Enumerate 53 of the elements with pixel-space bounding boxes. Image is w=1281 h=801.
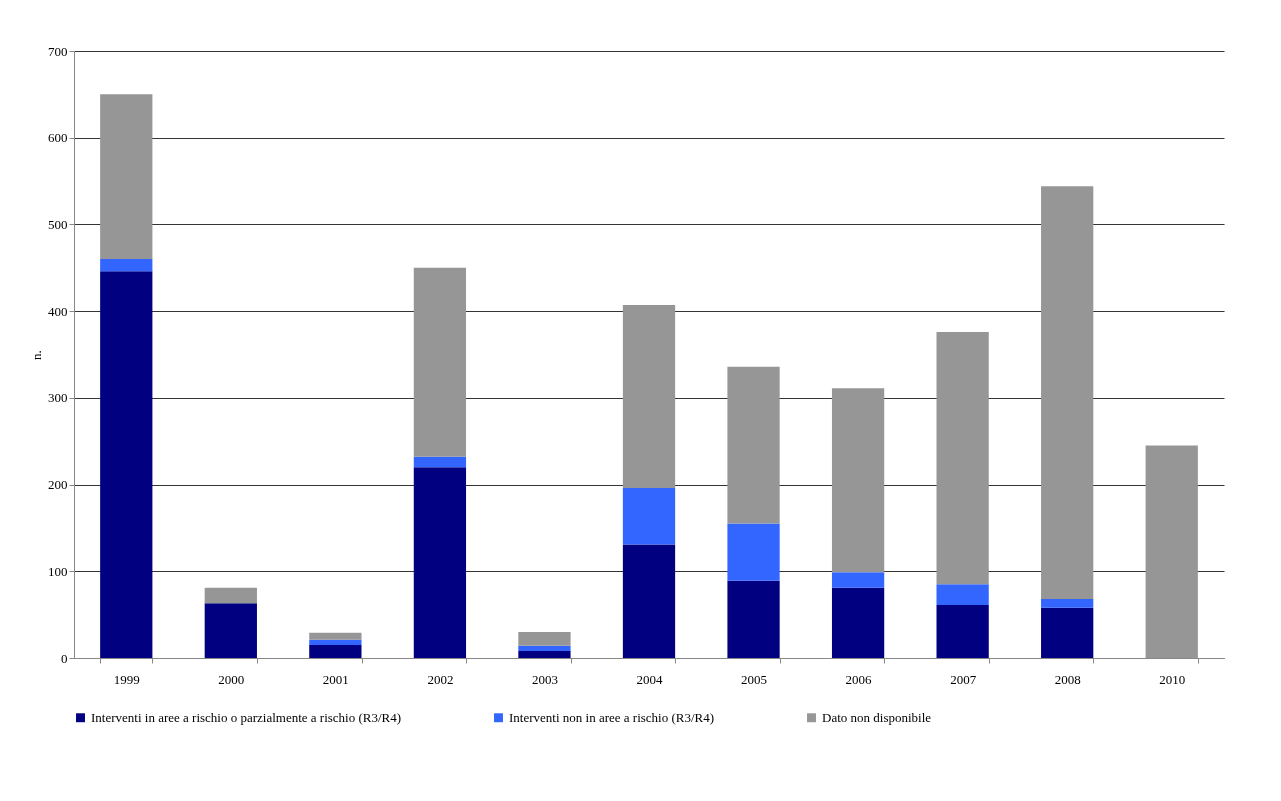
- x-tick-label: 2006: [845, 671, 873, 687]
- x-tick-label: 2000: [218, 671, 245, 687]
- bar: [204, 603, 257, 658]
- x-tick-label: 2003: [531, 671, 558, 687]
- x-tick-label: 2005: [741, 671, 768, 687]
- bar: [936, 584, 989, 606]
- bar: [727, 580, 780, 658]
- legend-label: Dato non disponibile: [822, 709, 932, 725]
- bar: [413, 467, 467, 658]
- bar: [518, 631, 571, 646]
- x-tick-label: 1999: [113, 671, 140, 687]
- bar: [622, 544, 676, 658]
- x-tick-label: 2007: [950, 671, 977, 687]
- bar: [727, 366, 780, 524]
- y-tick-label: 200: [48, 477, 68, 493]
- y-axis-title: n.: [29, 350, 44, 360]
- bar: [309, 644, 362, 658]
- bar: [309, 632, 362, 640]
- y-tick-label: 600: [48, 130, 68, 146]
- bar: [100, 271, 153, 658]
- bar: [309, 639, 362, 645]
- bar: [204, 587, 257, 604]
- bar: [100, 94, 153, 260]
- x-tick-label: 2008: [1054, 671, 1081, 687]
- bar: [1041, 599, 1094, 608]
- bar: [413, 267, 467, 457]
- x-tick-label: 2004: [636, 671, 663, 687]
- x-tick-label: 2010: [1159, 671, 1186, 687]
- bar: [831, 388, 885, 573]
- bar: [622, 488, 676, 545]
- bar: [1145, 445, 1198, 658]
- y-tick-label: 500: [48, 216, 68, 232]
- x-tick-label: 2001: [322, 671, 349, 687]
- bar: [518, 651, 571, 658]
- bar: [1041, 186, 1094, 600]
- bar: [936, 331, 989, 585]
- bar: [936, 605, 989, 658]
- legend-label: Interventi non in aree a rischio (R3/R4): [509, 709, 715, 725]
- y-tick-label: 700: [48, 43, 68, 59]
- y-tick-label: 100: [48, 563, 68, 579]
- x-tick-label: 2002: [427, 671, 454, 687]
- y-tick-label: 400: [48, 303, 68, 319]
- y-tick-label: 300: [48, 390, 68, 406]
- bar: [727, 523, 780, 581]
- bar: [831, 572, 885, 588]
- legend-label: Interventi in aree a rischio o parzialmente a rischio (R3/R4): [91, 709, 402, 725]
- bar: [1041, 607, 1094, 658]
- bar: [622, 305, 676, 489]
- y-tick-label: 0: [61, 650, 68, 666]
- bar: [413, 456, 467, 468]
- bar: [100, 259, 153, 272]
- bar: [518, 645, 571, 652]
- bar: [831, 587, 885, 658]
